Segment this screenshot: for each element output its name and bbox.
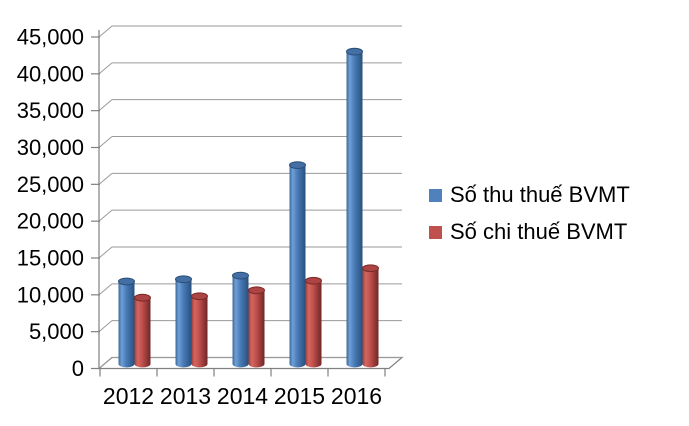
y-tick-label-35,000: 35,000 xyxy=(17,98,84,123)
bar-chi-2013-top xyxy=(191,292,208,301)
bar-thu-2012-top xyxy=(118,277,135,286)
y-tick-label-10,000: 10,000 xyxy=(17,282,84,307)
bar-chi-2014 xyxy=(248,290,265,368)
bar-thu-2015-top xyxy=(289,161,306,170)
bar-thu-2014-top xyxy=(232,271,249,280)
y-tick-label-20,000: 20,000 xyxy=(17,209,84,234)
bar-thu-2013-top xyxy=(175,275,192,284)
gridline-connector-5,000 xyxy=(98,320,113,333)
bar-thu-2013 xyxy=(175,279,192,368)
bar-chi-2015-top xyxy=(305,276,322,285)
gridline-connector-20,000 xyxy=(98,209,113,222)
x-label-2013: 2013 xyxy=(160,383,211,409)
y-tick-label-30,000: 30,000 xyxy=(17,135,84,160)
bar-thu-2016-top xyxy=(346,47,363,56)
gridline-connector-15,000 xyxy=(98,246,113,259)
legend-label-chi: Số chi thuế BVMT xyxy=(450,219,628,244)
y-tick-label-15,000: 15,000 xyxy=(17,246,84,271)
bar-thu-2015 xyxy=(289,165,306,368)
x-label-2016: 2016 xyxy=(331,383,382,409)
x-label-2015: 2015 xyxy=(274,383,325,409)
legend-item-thu: Số thu thuế BVMT xyxy=(429,183,630,207)
gridline-connector-25,000 xyxy=(98,172,113,185)
y-tick-label-25,000: 25,000 xyxy=(17,172,84,197)
y-tick-label-0: 0 xyxy=(72,356,84,381)
bar-chi-2014-top xyxy=(248,286,265,295)
y-tick-label-5,000: 5,000 xyxy=(29,319,84,344)
gridline-connector-45,000 xyxy=(98,25,113,38)
legend-label-thu: Số thu thuế BVMT xyxy=(450,182,630,207)
gridline-connector-40,000 xyxy=(98,62,113,75)
legend-marker-chi xyxy=(429,225,442,239)
legend: Số thu thuế BVMT Số chi thuế BVMT xyxy=(429,183,630,244)
bar-thu-2012 xyxy=(118,281,135,368)
legend-marker-thu xyxy=(429,188,442,202)
bar-chi-2016-top xyxy=(362,264,379,273)
gridline-connector-35,000 xyxy=(98,99,113,112)
bar-chi-2015 xyxy=(305,280,322,368)
x-label-2014: 2014 xyxy=(217,383,268,409)
gridline-connector-30,000 xyxy=(98,136,113,148)
x-label-2012: 2012 xyxy=(103,383,154,409)
bar-chi-2012 xyxy=(134,297,151,368)
y-tick-label-45,000: 45,000 xyxy=(17,25,84,50)
y-tick-label-40,000: 40,000 xyxy=(17,61,84,86)
bar-chi-2012-top xyxy=(134,293,151,302)
gridline-connector-10,000 xyxy=(98,283,113,296)
bar-chi-2016 xyxy=(362,268,379,368)
bar-thu-2014 xyxy=(232,275,249,368)
bar-thu-2016 xyxy=(346,51,363,368)
legend-item-chi: Số chi thuế BVMT xyxy=(429,220,630,244)
gridline-connector-0 xyxy=(98,357,113,369)
bar-chi-2013 xyxy=(191,296,208,368)
